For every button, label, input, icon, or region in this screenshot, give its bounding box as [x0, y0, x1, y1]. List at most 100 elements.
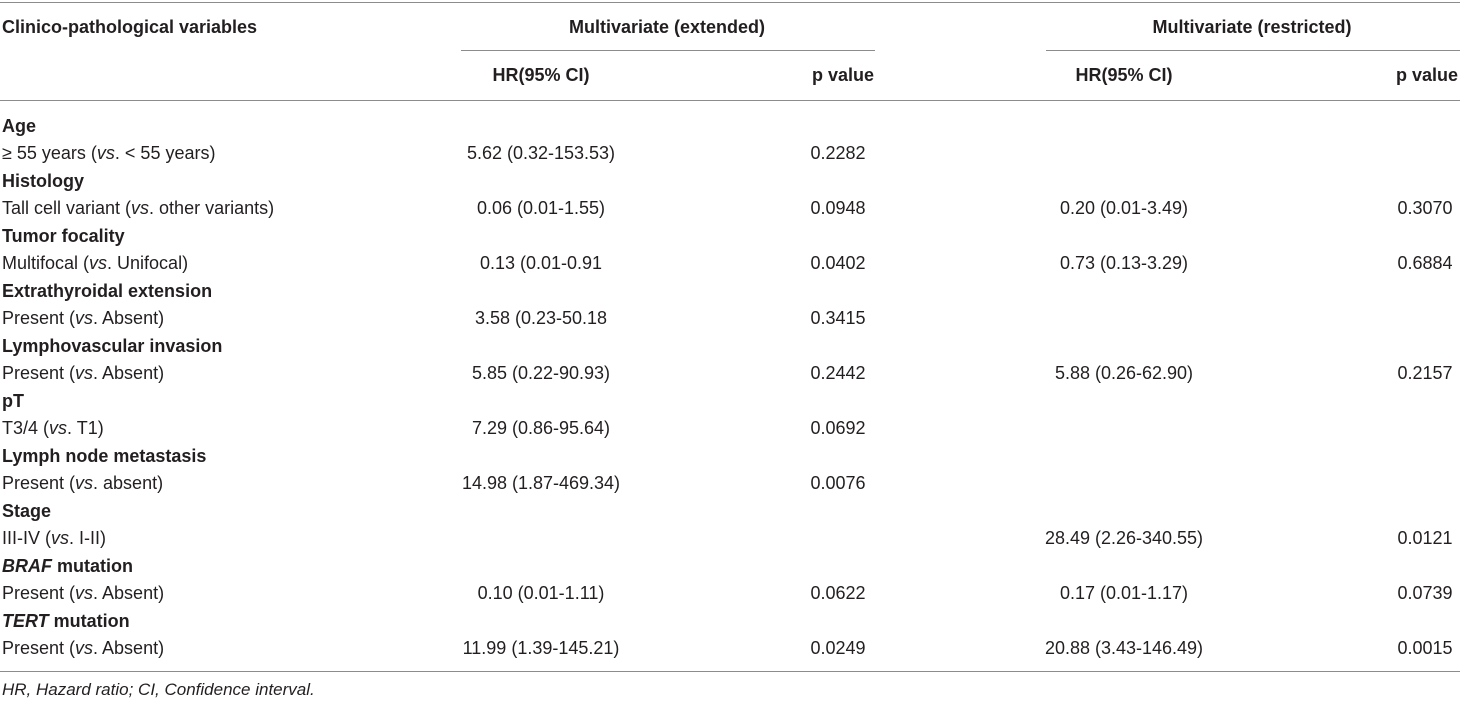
category-label: Stage	[2, 501, 51, 521]
category-label: Lymph node metastasis	[2, 446, 206, 466]
category-text: Tumor focality	[2, 226, 125, 246]
variable-label-part: T3/4 (	[2, 418, 50, 438]
category-label: Extrathyroidal extension	[2, 281, 212, 301]
variable-label-part: Present (	[2, 473, 76, 493]
category-label: Age	[2, 116, 36, 136]
versus-abbrev: vs	[131, 198, 150, 218]
category-text: mutation	[52, 556, 133, 576]
extended-p-cell: 0.0076	[810, 473, 866, 493]
variable-label: Tall cell variant (vs. other variants)	[2, 198, 274, 218]
variable-label: Present (vs. absent)	[2, 473, 163, 493]
versus-abbrev: vs	[89, 253, 108, 273]
variable-label: Present (vs. Absent)	[2, 638, 164, 658]
restricted-p-cell: 0.0121	[1397, 528, 1453, 548]
variable-label-part: . Unifocal)	[107, 253, 189, 273]
gene-name: BRAF	[2, 556, 52, 576]
versus-abbrev: vs	[75, 308, 94, 328]
category-label: TERT mutation	[2, 611, 130, 631]
extended-hr-cell: 0.13 (0.01-0.91	[479, 253, 603, 273]
category-text: Age	[2, 116, 37, 136]
variable-label-part: . Absent)	[93, 308, 165, 328]
extended-hr-cell: 11.99 (1.39-145.21)	[462, 638, 620, 658]
gene-name: TERT	[2, 611, 49, 631]
extended-p-cell: 0.0249	[810, 638, 866, 658]
variable-label-part: . Absent)	[93, 583, 165, 603]
category-text: mutation	[48, 611, 130, 631]
variable-label-part: . Absent)	[93, 638, 165, 658]
extended-hr-cell: 0.10 (0.01-1.11)	[477, 583, 605, 603]
extended-p-cell: 0.3415	[810, 308, 866, 328]
extended-hr-header: HR(95% CI)	[492, 65, 590, 85]
extended-hr-cell: 5.62 (0.32-153.53)	[466, 143, 616, 163]
extended-group-rule	[461, 50, 875, 51]
variable-label: T3/4 (vs. T1)	[2, 418, 104, 438]
restricted-group-rule	[1046, 50, 1460, 51]
extended-p-cell: 0.0948	[810, 198, 866, 218]
versus-abbrev: vs	[75, 363, 94, 383]
variable-label-part: Multifocal (	[2, 253, 90, 273]
variable-label-part: . Absent)	[93, 363, 165, 383]
restricted-hr-cell: 20.88 (3.43-146.49)	[1044, 638, 1204, 658]
top-rule	[0, 2, 1460, 3]
variable-label: Present (vs. Absent)	[2, 363, 164, 383]
table-footnote: HR, Hazard ratio; CI, Confidence interva…	[2, 680, 315, 699]
category-label: Histology	[2, 171, 84, 191]
variable-label: Multifocal (vs. Unifocal)	[2, 253, 188, 273]
header-bottom-rule	[0, 100, 1460, 101]
extended-hr-cell: 7.29 (0.86-95.64)	[471, 418, 611, 438]
variable-label-part: Present (	[2, 583, 76, 603]
variable-label-part: ≥ 55 years (	[2, 143, 97, 163]
extended-hr-cell: 5.85 (0.22-90.93)	[471, 363, 611, 383]
versus-abbrev: vs	[75, 583, 94, 603]
variable-label: III-IV (vs. I-II)	[2, 528, 106, 548]
restricted-p-cell: 0.0739	[1397, 583, 1453, 603]
category-label: Lymphovascular invasion	[2, 336, 222, 356]
versus-abbrev: vs	[75, 473, 94, 493]
category-text: Extrathyroidal extension	[2, 281, 213, 301]
restricted-hr-cell: 0.73 (0.13-3.29)	[1059, 253, 1189, 273]
category-text: Lymph node metastasis	[2, 446, 207, 466]
variable-label: Present (vs. Absent)	[2, 583, 164, 603]
restricted-hr-cell: 0.20 (0.01-3.49)	[1059, 198, 1189, 218]
extended-hr-cell: 0.06 (0.01-1.55)	[476, 198, 606, 218]
variables-header: Clinico-pathological variables	[2, 17, 258, 37]
category-text: pT	[2, 391, 24, 411]
variable-label-part: . I-II)	[69, 528, 106, 548]
variable-label-part: Present (	[2, 308, 76, 328]
category-label: pT	[2, 391, 24, 411]
variable-label-part: Tall cell variant (	[2, 198, 132, 218]
category-text: Lymphovascular invasion	[2, 336, 223, 356]
variable-label-part: . absent)	[93, 473, 164, 493]
category-text: Histology	[2, 171, 85, 191]
extended-p-cell: 0.0402	[810, 253, 866, 273]
restricted-hr-cell: 28.49 (2.26-340.55)	[1044, 528, 1204, 548]
restricted-hr-header: HR(95% CI)	[1075, 65, 1173, 85]
variable-label-part: . < 55 years)	[114, 143, 216, 163]
extended-p-cell: 0.2442	[810, 363, 866, 383]
versus-abbrev: vs	[51, 528, 69, 548]
extended-hr-cell: 14.98 (1.87-469.34)	[461, 473, 621, 493]
variable-label-part: . other variants)	[149, 198, 275, 218]
variable-label: Present (vs. Absent)	[2, 308, 164, 328]
table-bottom-rule	[0, 671, 1460, 672]
category-text: Stage	[2, 501, 52, 521]
variable-label: ≥ 55 years (vs. < 55 years)	[2, 143, 215, 163]
extended-p-header: p value	[811, 65, 874, 85]
extended-p-cell: 0.0692	[810, 418, 866, 438]
versus-abbrev: vs	[49, 418, 68, 438]
variable-label-part: Present (	[2, 638, 76, 658]
extended-hr-cell: 3.58 (0.23-50.18	[474, 308, 608, 328]
restricted-hr-cell: 0.17 (0.01-1.17)	[1059, 583, 1189, 603]
restricted-hr-cell: 5.88 (0.26-62.90)	[1054, 363, 1194, 383]
versus-abbrev: vs	[75, 638, 94, 658]
category-label: Tumor focality	[2, 226, 125, 246]
category-label: BRAF mutation	[2, 556, 133, 576]
versus-abbrev: vs	[96, 143, 115, 163]
variable-label-part: Present (	[2, 363, 76, 383]
restricted-p-cell: 0.6884	[1397, 253, 1453, 273]
variable-label-part: . T1)	[67, 418, 104, 438]
restricted-p-cell: 0.3070	[1397, 198, 1453, 218]
restricted-p-cell: 0.2157	[1397, 363, 1453, 383]
variable-label-part: III-IV (	[2, 528, 51, 548]
restricted-p-cell: 0.0015	[1397, 638, 1453, 658]
